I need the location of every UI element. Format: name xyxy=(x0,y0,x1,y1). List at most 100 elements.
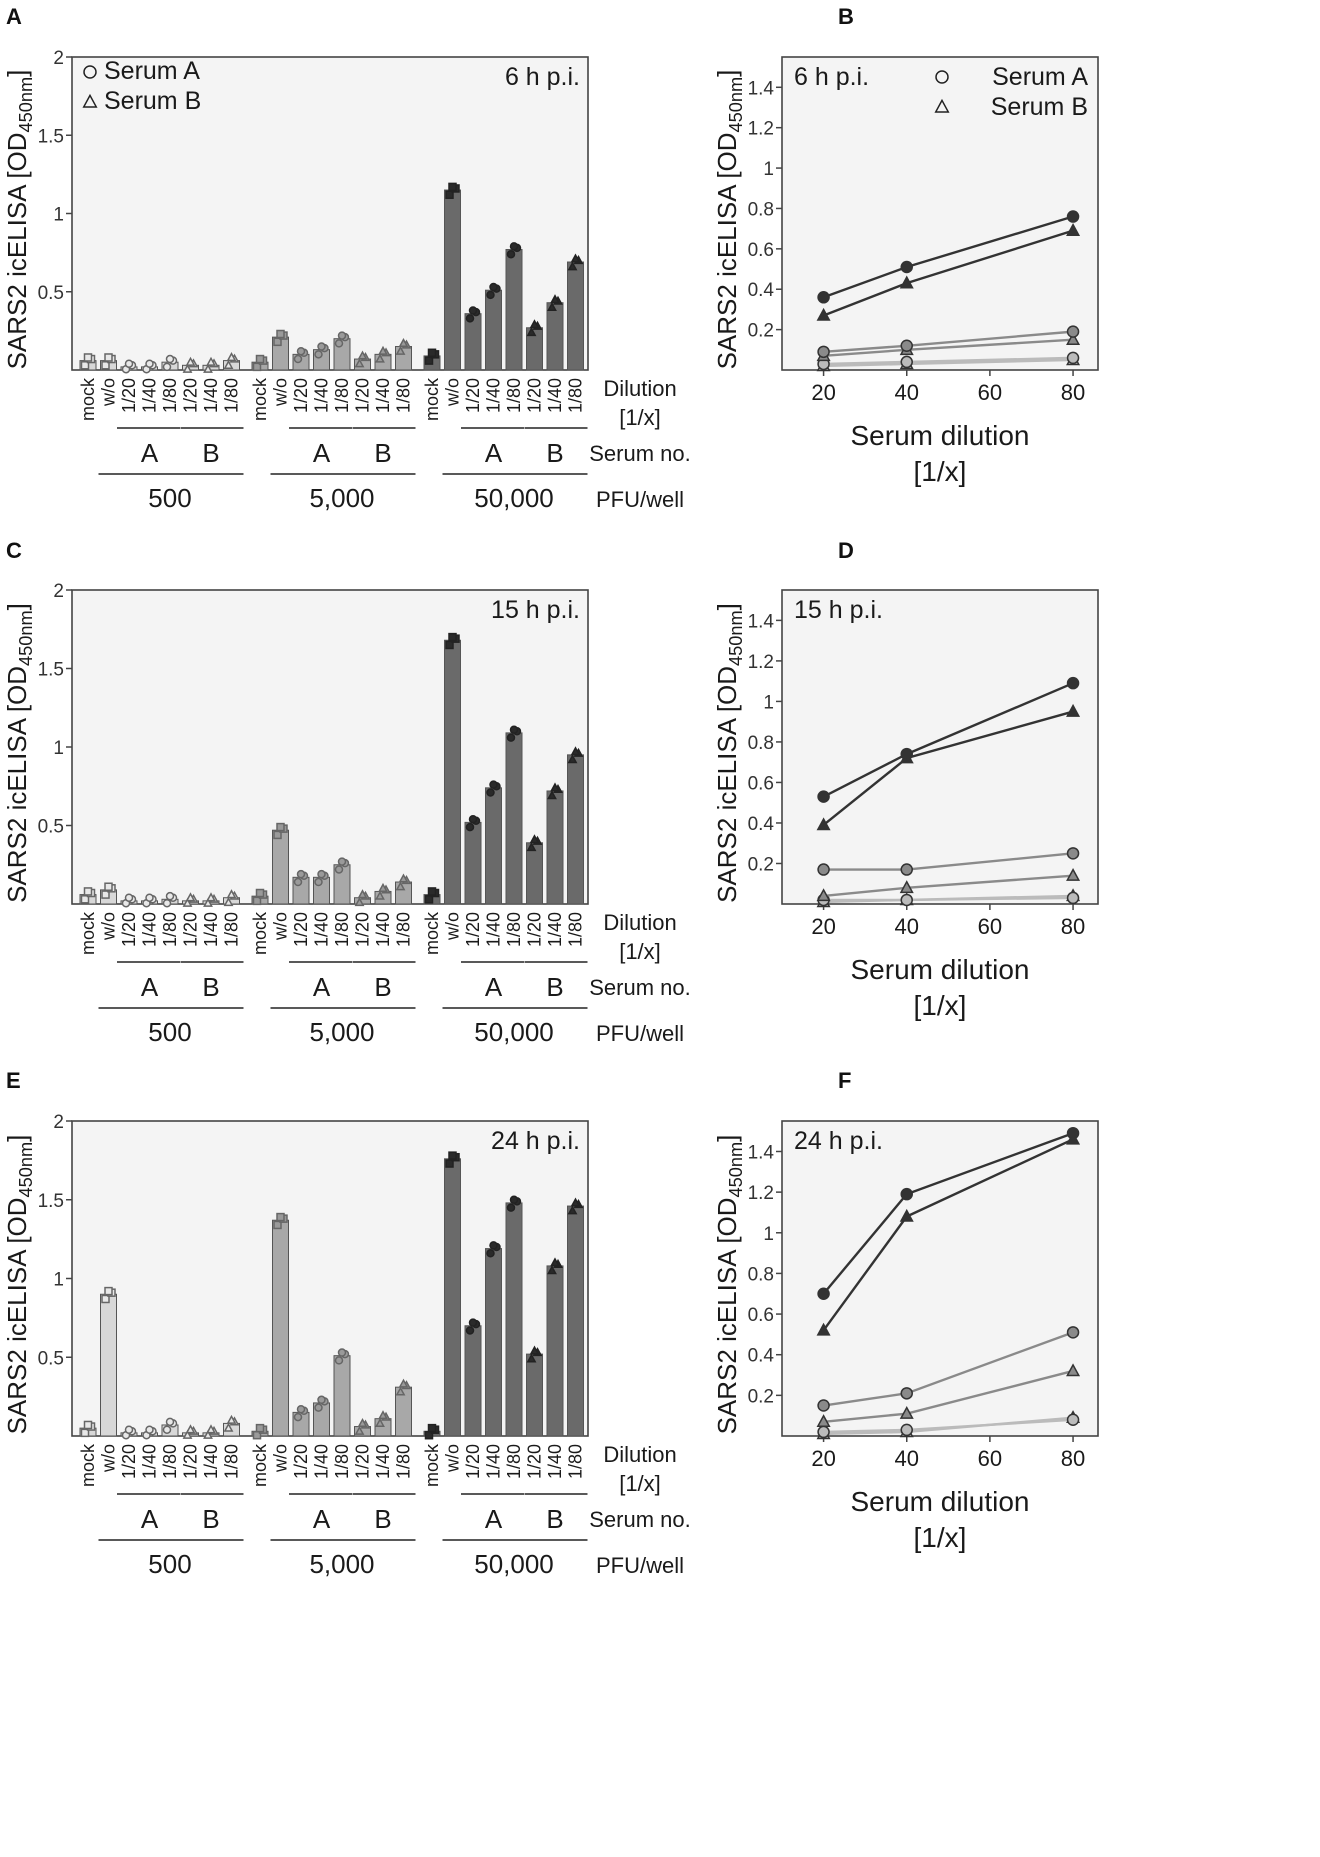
x-tick-label: 1/40 xyxy=(312,378,332,413)
data-point xyxy=(489,1241,498,1250)
panel-letter: C xyxy=(6,538,22,563)
x-tick-label: 1/40 xyxy=(140,1444,160,1479)
data-point xyxy=(252,362,262,372)
data-point xyxy=(395,1386,406,1396)
y-tick-label: 2 xyxy=(53,1112,64,1133)
serum-group-label: B xyxy=(202,1504,219,1534)
pfu-group-label: 500 xyxy=(148,483,191,513)
y-tick-label: 0.4 xyxy=(748,814,775,835)
panel-title: 6 h p.i. xyxy=(505,63,580,91)
x-axis-label-unit: [1/x] xyxy=(914,456,967,487)
data-point xyxy=(293,877,303,887)
pfu-group-label: 50,000 xyxy=(474,1017,554,1047)
data-point xyxy=(547,790,557,800)
data-point xyxy=(378,882,388,892)
x-tick-label: 1/80 xyxy=(332,912,352,947)
series-point xyxy=(1066,1126,1080,1140)
series-point xyxy=(899,275,914,289)
data-point xyxy=(465,1326,475,1335)
series-point xyxy=(900,1423,913,1437)
series-point xyxy=(1066,1413,1080,1426)
x-tick-label: w/o xyxy=(443,1444,463,1473)
x-tick-label: 40 xyxy=(894,1446,918,1471)
bar xyxy=(567,1205,584,1437)
x-tick-label: 1/20 xyxy=(463,912,483,947)
data-point xyxy=(529,319,540,329)
bar xyxy=(526,842,543,905)
series-point xyxy=(899,880,914,894)
pfu-group-label: 5,000 xyxy=(309,1017,374,1047)
x-tick-label: 1/40 xyxy=(373,912,393,947)
data-point xyxy=(314,350,323,359)
data-point xyxy=(486,290,495,300)
data-point xyxy=(567,1205,578,1215)
y-tick-label: 0.8 xyxy=(748,1264,774,1285)
x-tick-label: mock xyxy=(422,377,442,421)
x-tick-label: 1/40 xyxy=(545,1444,565,1479)
data-point xyxy=(83,353,93,362)
series-point xyxy=(900,1187,913,1201)
y-axis-label: SARS2 icELISA [OD450nm] xyxy=(2,70,36,370)
x-tick-label: 1/20 xyxy=(463,378,483,413)
y-tick-label: 0.5 xyxy=(38,817,64,838)
data-point xyxy=(226,1414,237,1424)
data-point xyxy=(424,356,434,365)
data-point xyxy=(567,261,578,271)
data-point xyxy=(314,1403,323,1412)
serum-group-label: B xyxy=(546,1504,563,1534)
x-tick-label: 1/20 xyxy=(181,912,201,947)
series-point xyxy=(816,1322,831,1336)
x-tick-label: 1/80 xyxy=(222,1444,242,1479)
series-point xyxy=(1066,332,1081,345)
panel-letter: E xyxy=(6,1068,21,1093)
y-axis-label-end: ] xyxy=(2,70,32,77)
data-point xyxy=(445,640,454,650)
data-point xyxy=(509,725,519,734)
bar xyxy=(272,829,289,905)
data-point xyxy=(547,1265,557,1275)
x-tick-label: 1/80 xyxy=(222,912,242,947)
data-point xyxy=(317,342,326,351)
data-point xyxy=(570,253,581,263)
legend-label: Serum A xyxy=(992,63,1088,91)
legend-label: Serum B xyxy=(104,87,201,115)
y-tick-label: 2 xyxy=(53,48,64,69)
y-tick-label: 1.5 xyxy=(38,1191,64,1212)
y-axis-label-end: ] xyxy=(712,70,742,77)
data-point xyxy=(162,362,172,372)
data-point xyxy=(529,834,540,844)
row-label-serum: Serum no. xyxy=(589,441,691,466)
x-tick-label: 40 xyxy=(894,914,918,939)
series-point xyxy=(1066,847,1080,860)
y-axis-label-subscript: 450nm xyxy=(726,610,746,666)
y-axis-label-subscript: 450nm xyxy=(726,1142,746,1198)
data-point xyxy=(427,348,437,358)
bar xyxy=(567,754,584,905)
x-tick-label: 1/20 xyxy=(181,1444,201,1479)
panel-letter: F xyxy=(838,1068,851,1093)
bar xyxy=(505,1202,523,1437)
y-tick-label: 0.5 xyxy=(38,1348,64,1369)
serum-group-label: A xyxy=(485,438,503,468)
data-point xyxy=(255,1423,265,1433)
series-point xyxy=(1066,868,1081,881)
data-point xyxy=(398,1378,409,1388)
data-point xyxy=(80,895,90,904)
y-tick-label: 0.4 xyxy=(748,1346,775,1367)
x-tick-label: 1/20 xyxy=(353,912,373,947)
x-tick-label: 1/20 xyxy=(463,1444,483,1479)
serum-group-label: B xyxy=(374,1504,391,1534)
bar xyxy=(546,302,564,371)
data-point xyxy=(80,361,90,370)
data-point xyxy=(296,869,306,879)
data-point xyxy=(445,190,454,199)
x-tick-label: 1/20 xyxy=(353,1444,373,1479)
data-point xyxy=(448,632,457,642)
data-point xyxy=(273,1220,282,1230)
x-tick-label: 1/80 xyxy=(394,912,414,947)
x-tick-label: 1/20 xyxy=(525,378,545,413)
data-point xyxy=(357,350,368,360)
data-point xyxy=(550,782,560,792)
data-point xyxy=(395,881,406,891)
data-point xyxy=(570,746,581,756)
